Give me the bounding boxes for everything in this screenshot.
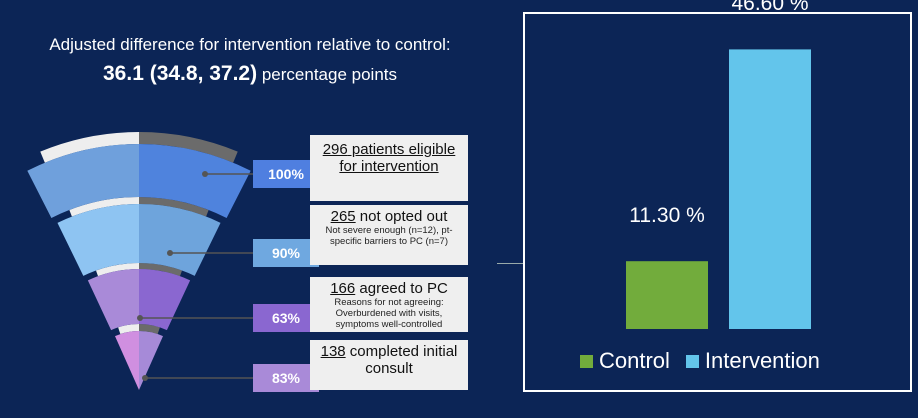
funnel-gap [69,197,139,217]
bar-control [626,261,708,329]
funnel-segment-left-3 [87,269,139,331]
leader-dot [202,171,208,177]
funnel-segment-left-1 [27,144,139,219]
funnel-percent-3: 63% [253,304,319,332]
stage-count: 296 [322,141,348,158]
funnel-gap [95,263,139,277]
stage-count: 166 [330,280,356,297]
funnel-stage-box-3: 166 agreed to PC Reasons for not agreeing… [310,277,468,332]
funnel-stage-box-2: 265 not opted out Not severe enough (n=12… [310,205,468,265]
funnel-segment-right-3 [139,269,191,331]
stage-note: Reasons for not agreeing: Overburdened w… [334,297,444,330]
stage-text: patients eligible for intervention [339,141,456,175]
headline-suffix: percentage points [261,65,397,84]
funnel-gap [40,132,140,163]
data-label-intervention: 46.60 % [731,0,809,16]
bars-area [626,49,811,330]
funnel-segment-left-2 [57,204,139,276]
funnel-segment-left-4 [115,331,139,390]
connector-line [497,263,523,264]
funnel-gap [139,197,209,217]
funnel-stage-box-1: 296 patients eligible for intervention [310,135,468,201]
funnel-segment-right-1 [139,144,251,219]
stage-note: Not severe enough (n=12), pt-specific ba… [325,225,453,247]
headline: Adjusted difference for intervention rel… [30,30,470,89]
funnel-gap [139,132,238,163]
funnel-gap [139,324,160,335]
funnel-gap [139,263,183,277]
funnel-gap [118,324,139,335]
funnel-graphic [27,132,255,390]
leader-dot [142,375,148,381]
leader-dot [167,250,173,256]
funnel-segment-right-2 [139,204,221,276]
leader-dot [137,315,143,321]
funnel-segment-right-4 [139,331,163,390]
stage-count: 265 [330,208,356,225]
funnel-percent-2: 90% [253,239,319,267]
headline-value: 36.1 (34.8, 37.2) [103,62,258,85]
headline-prefix: Adjusted difference for intervention rel… [49,35,451,54]
funnel-stage-box-4: 138 completed initial consult [310,340,468,390]
data-label-control: 11.30 % [629,204,705,228]
funnel-percent-1: 100% [253,160,319,188]
funnel-percent-4: 83% [253,364,319,392]
stage-text: completed initial consult [345,343,458,377]
stage-text: agreed to PC [355,280,448,297]
stage-text: not opted out [355,208,448,225]
stage-count: 138 [320,343,346,360]
bar-intervention [729,49,811,330]
legend-item-intervention: Intervention [685,348,820,374]
bar-chart: 11.30 % 46.60 % Control Intervention [523,0,912,392]
legend-item-control: Control [580,348,670,374]
legend: Control Intervention [580,348,820,374]
